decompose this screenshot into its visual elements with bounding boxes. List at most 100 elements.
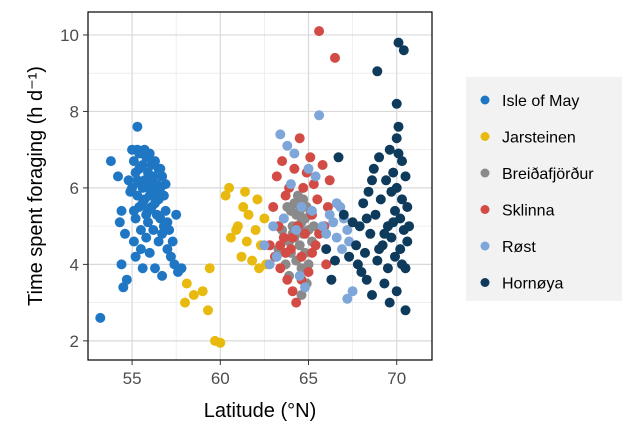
data-point — [137, 160, 148, 170]
data-point — [391, 286, 402, 297]
data-point — [247, 255, 258, 266]
data-point — [220, 190, 231, 201]
data-point — [132, 175, 143, 186]
y-tick-label: 4 — [70, 255, 79, 274]
data-point — [398, 45, 409, 56]
data-point — [312, 194, 323, 205]
data-point — [271, 171, 282, 182]
data-point — [236, 251, 247, 262]
data-point — [128, 156, 139, 167]
data-point — [150, 156, 160, 167]
data-point — [342, 225, 353, 235]
data-point — [310, 171, 321, 182]
data-point — [314, 228, 325, 239]
data-point — [118, 282, 129, 293]
data-point — [232, 221, 243, 232]
data-point — [321, 259, 332, 270]
data-point — [146, 179, 157, 190]
data-point — [321, 244, 332, 255]
data-point — [321, 228, 332, 239]
legend-marker — [480, 241, 490, 251]
data-point — [162, 217, 173, 228]
data-point — [123, 175, 134, 186]
data-point — [300, 282, 310, 293]
data-point — [95, 312, 106, 323]
data-point — [298, 182, 309, 193]
data-point — [137, 263, 148, 274]
data-point — [372, 66, 383, 77]
x-tick-label: 70 — [387, 369, 406, 388]
data-point — [132, 121, 143, 132]
data-point — [130, 251, 141, 262]
data-point — [344, 251, 355, 262]
points — [95, 26, 415, 348]
data-point — [300, 228, 310, 239]
data-point — [121, 274, 132, 285]
data-point — [372, 255, 383, 266]
data-point — [324, 209, 335, 220]
data-point — [296, 251, 307, 262]
x-axis-title: Latitude (°N) — [204, 400, 317, 422]
data-point — [287, 286, 298, 297]
y-tick-label: 6 — [70, 179, 79, 198]
data-point — [361, 213, 372, 224]
data-point — [317, 160, 328, 170]
data-point — [294, 240, 305, 251]
data-point — [354, 221, 365, 232]
data-point — [105, 156, 116, 167]
data-point — [250, 225, 261, 235]
data-point — [374, 152, 385, 163]
y-axis-title: Time spent foraging (h d⁻¹) — [25, 66, 47, 306]
data-point — [275, 240, 286, 251]
data-point — [303, 163, 314, 174]
y-tick-label: 2 — [70, 332, 79, 351]
data-point — [271, 251, 282, 262]
data-point — [158, 190, 169, 201]
data-point — [278, 232, 289, 243]
data-point — [308, 179, 319, 190]
data-point — [391, 98, 402, 109]
data-point — [393, 148, 404, 159]
data-point — [240, 186, 250, 197]
data-point — [370, 209, 381, 220]
data-point — [151, 190, 162, 201]
data-point — [338, 209, 349, 220]
data-point — [280, 190, 291, 201]
data-point — [391, 133, 402, 144]
data-point — [322, 202, 333, 212]
data-point — [393, 121, 404, 132]
data-point — [342, 293, 353, 304]
data-point — [165, 251, 176, 262]
legend-label: Hornøya — [502, 276, 563, 293]
data-point — [224, 182, 235, 193]
x-tick-label: 55 — [123, 369, 142, 388]
data-point — [160, 179, 171, 190]
axis-ticks: 55 60 65 70 2 4 6 8 10 — [60, 26, 406, 388]
data-point — [167, 236, 178, 247]
legend-label: Sklinna — [502, 203, 555, 220]
data-point — [130, 213, 141, 224]
data-point — [330, 52, 340, 63]
data-point — [268, 221, 279, 232]
data-point — [180, 297, 190, 308]
data-point — [328, 217, 339, 228]
data-point — [381, 175, 392, 186]
data-point — [324, 175, 335, 186]
data-point — [160, 205, 171, 216]
data-point — [278, 213, 289, 224]
data-point — [326, 274, 337, 285]
data-point — [294, 270, 305, 281]
data-point — [388, 217, 399, 228]
data-point — [307, 205, 317, 216]
data-point — [155, 163, 166, 174]
x-tick-label: 65 — [299, 369, 318, 388]
data-point — [264, 259, 275, 270]
data-point — [331, 232, 342, 243]
data-point — [404, 221, 415, 232]
legend: Isle of May Jarsteinen Breiðafjörður Sklinn… — [466, 77, 622, 301]
data-point — [148, 171, 159, 182]
data-point — [116, 205, 127, 216]
data-point — [303, 267, 314, 277]
data-point — [268, 202, 279, 212]
data-point — [294, 133, 305, 144]
